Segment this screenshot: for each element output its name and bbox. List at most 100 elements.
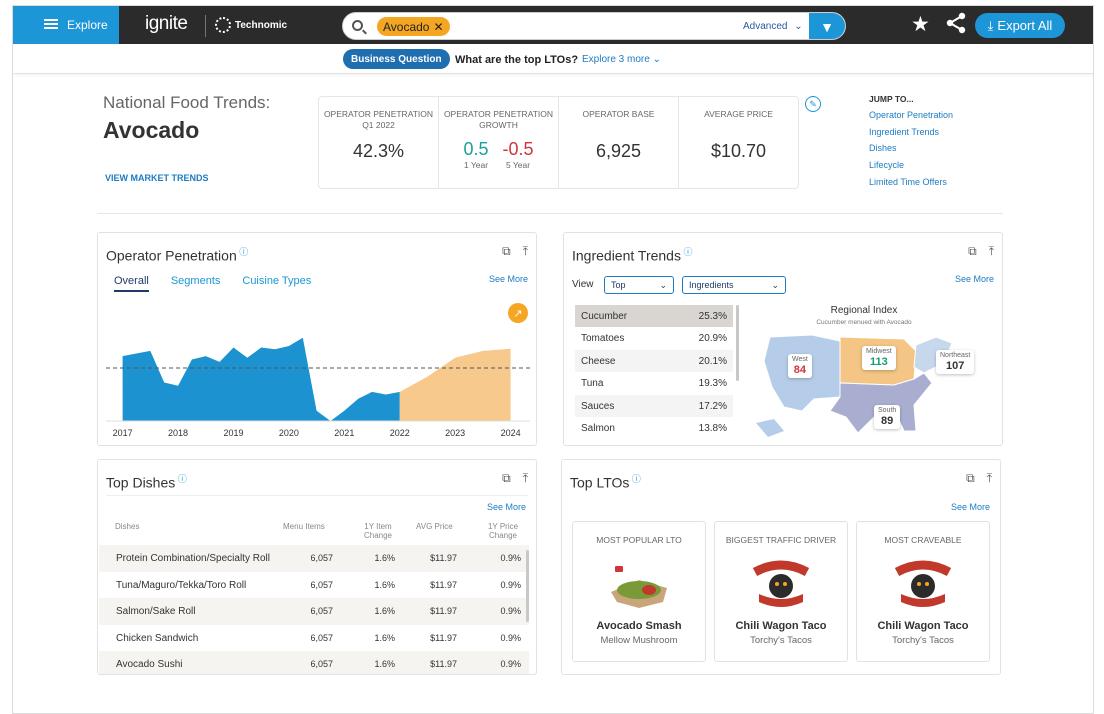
dishes-scrollbar[interactable]	[526, 550, 529, 622]
top-select[interactable]: Top ⌄	[604, 276, 674, 294]
ingredient-value: 19.3%	[698, 378, 727, 389]
jump-link-operator-penetration[interactable]: Operator Penetration	[869, 110, 954, 120]
lto-label: MOST CRAVEABLE	[884, 535, 962, 545]
page-title: Avocado	[103, 117, 200, 143]
header-divider	[106, 495, 528, 496]
table-row[interactable]: Protein Combination/Specialty Roll 6,057 1…	[99, 545, 529, 572]
table-row[interactable]: Avocado Sushi 6,057 1.6% $11.97 0.9%	[99, 651, 529, 674]
chevron-down-icon: ⌄	[652, 54, 661, 65]
stat-label: OPERATOR PENETRATION GROWTH	[443, 109, 554, 130]
jump-link-ingredient-trends[interactable]: Ingredient Trends	[869, 127, 940, 137]
star-icon[interactable]: ★	[911, 13, 930, 36]
ingredient-row[interactable]: Salmon 13.8%	[575, 417, 733, 440]
table-cell: 0.9%	[500, 659, 521, 669]
card-title-text: Top LTOs	[570, 474, 630, 491]
operator-penetration-card: Operator Penetration ⓘ ⧉ ⤒ Overall Segme…	[97, 232, 537, 446]
copy-icon[interactable]: ⧉	[966, 471, 975, 485]
ingredient-value: 17.2%	[698, 400, 727, 412]
ingredient-row[interactable]: Cheese 20.1%	[575, 350, 733, 372]
explore-button[interactable]: Explore	[13, 6, 119, 44]
view-market-trends-link[interactable]: VIEW MARKET TRENDS	[105, 173, 209, 183]
lto-label: MOST POPULAR LTO	[596, 535, 682, 545]
ingredient-row[interactable]: Sauces 17.2%	[575, 395, 733, 417]
see-more-link[interactable]: See More	[486, 502, 526, 512]
col-price-change[interactable]: 1Y Price Change	[487, 522, 519, 540]
export-all-button[interactable]: ⤓ Export All	[975, 13, 1065, 38]
tab-cuisine-types[interactable]: Cuisine Types	[242, 275, 312, 287]
badge-midwest-label: Midwest	[866, 348, 892, 355]
card-title: Ingredient Trends ⓘ	[572, 245, 692, 264]
stat-growth: OPERATOR PENETRATION GROWTH 0.5 1 Year -0…	[439, 97, 559, 188]
badge-northeast-value: 107	[946, 360, 965, 372]
lto-name: Chili Wagon Taco	[877, 620, 969, 632]
copy-icon[interactable]: ⧉	[502, 244, 511, 258]
col-menu-items[interactable]: Menu Items	[283, 522, 325, 531]
ingredient-row[interactable]: Tomatoes 20.9%	[575, 327, 733, 350]
info-icon[interactable]: ⓘ	[680, 247, 693, 257]
search-bar[interactable]: Avocado ✕ Advanced ⌄ ▼	[342, 12, 846, 40]
search-icon	[352, 20, 363, 31]
business-question-pill[interactable]: Business Question	[343, 49, 450, 69]
regional-index-subtitle: Cucumber menued with Avocado	[816, 319, 912, 326]
badge-west-value: 84	[793, 364, 807, 376]
edit-icon[interactable]: ✎	[805, 96, 821, 112]
ingredient-row[interactable]: Cucumber 25.3%	[575, 305, 733, 327]
map-alaska	[756, 419, 784, 437]
card-title-text: Top Dishes	[106, 474, 176, 491]
info-icon[interactable]: ⓘ	[629, 474, 641, 484]
lto-card[interactable]: MOST CRAVEABLE Chili Wagon Taco Torchy's…	[856, 521, 990, 662]
see-more-link[interactable]: See More	[488, 274, 528, 284]
col-item-change[interactable]: 1Y Item Change	[363, 522, 393, 540]
close-icon[interactable]: ✕	[433, 19, 444, 34]
info-icon[interactable]: ⓘ	[175, 474, 187, 484]
ingredient-type-select[interactable]: Ingredients ⌄	[682, 276, 786, 294]
see-more-link[interactable]: See More	[954, 274, 994, 284]
x-tick-label: 2020	[279, 428, 299, 438]
jump-link-dishes[interactable]: Dishes	[869, 143, 897, 153]
table-row[interactable]: Tuna/Maguro/Tekka/Toro Roll 6,057 1.6% $11.…	[99, 571, 529, 599]
ingredient-list: Cucumber 25.3% Tomatoes 20.9% Cheese 20.1% Tun…	[564, 305, 744, 445]
torchys-logo-icon	[751, 556, 811, 614]
ingredient-row[interactable]: Tuna 19.3%	[575, 372, 733, 395]
upload-icon[interactable]: ⤒	[522, 471, 528, 485]
ingredient-type-value: Ingredients	[689, 280, 734, 290]
trend-icon[interactable]: ↗	[508, 303, 528, 323]
upload-icon[interactable]: ⤒	[522, 244, 528, 258]
table-cell: $11.97	[430, 606, 457, 616]
copy-icon[interactable]: ⧉	[968, 244, 977, 258]
upload-icon[interactable]: ⤒	[988, 244, 994, 258]
upload-icon[interactable]: ⤒	[986, 471, 992, 485]
tab-segments[interactable]: Segments	[170, 275, 221, 287]
badge-midwest-value: 113	[869, 356, 888, 368]
ingredient-name: Sauces	[581, 400, 615, 412]
ingredient-trends-card: Ingredient Trends ⓘ ⧉ ⤒ View Top ⌄ Ingred…	[563, 232, 1003, 446]
col-avg-price[interactable]: AVG Price	[416, 522, 453, 531]
col-dishes[interactable]: Dishes	[115, 522, 140, 531]
jump-link-ltos[interactable]: Limited Time Offers	[869, 177, 947, 187]
card-title: Top Dishes ⓘ	[106, 472, 187, 491]
table-row[interactable]: Chicken Sandwich 6,057 1.6% $11.97 0.9%	[99, 624, 529, 652]
lto-card[interactable]: MOST POPULAR LTO Avocado Smash Mellow Mu…	[572, 521, 706, 662]
copy-icon[interactable]: ⧉	[502, 471, 511, 485]
tab-overall[interactable]: Overall	[114, 275, 149, 292]
x-tick-label: 2021	[334, 428, 354, 438]
dishes-table-body: Protein Combination/Specialty Roll 6,057 1…	[98, 545, 536, 674]
jump-link-lifecycle[interactable]: Lifecycle	[869, 160, 905, 170]
see-more-link[interactable]: See More	[950, 502, 990, 512]
penetration-tabs: Overall Segments Cuisine Types	[114, 275, 311, 292]
ingredient-scrollbar[interactable]	[736, 305, 739, 381]
share-icon[interactable]	[945, 12, 967, 40]
explore-more-link[interactable]: Explore 3 more ⌄	[582, 54, 661, 65]
ingredient-name: Tomatoes	[581, 333, 625, 344]
info-icon[interactable]: ⓘ	[236, 247, 249, 257]
sunburst-icon	[215, 17, 231, 33]
badge-south-label: South	[878, 407, 897, 414]
historical-area	[122, 337, 400, 421]
card-title-text: Ingredient Trends	[572, 247, 681, 264]
table-row[interactable]: Salmon/Sake Roll 6,057 1.6% $11.97 0.9%	[99, 598, 529, 625]
advanced-dropdown[interactable]: Advanced ⌄	[743, 21, 803, 32]
lto-card[interactable]: BIGGEST TRAFFIC DRIVER Chili Wagon Taco …	[714, 521, 848, 662]
x-tick-group: 2017 2018 2019 2020 2021 2022 2023 2024	[113, 428, 521, 438]
filter-button[interactable]: ▼	[809, 13, 845, 39]
search-chip[interactable]: Avocado ✕	[377, 17, 450, 36]
